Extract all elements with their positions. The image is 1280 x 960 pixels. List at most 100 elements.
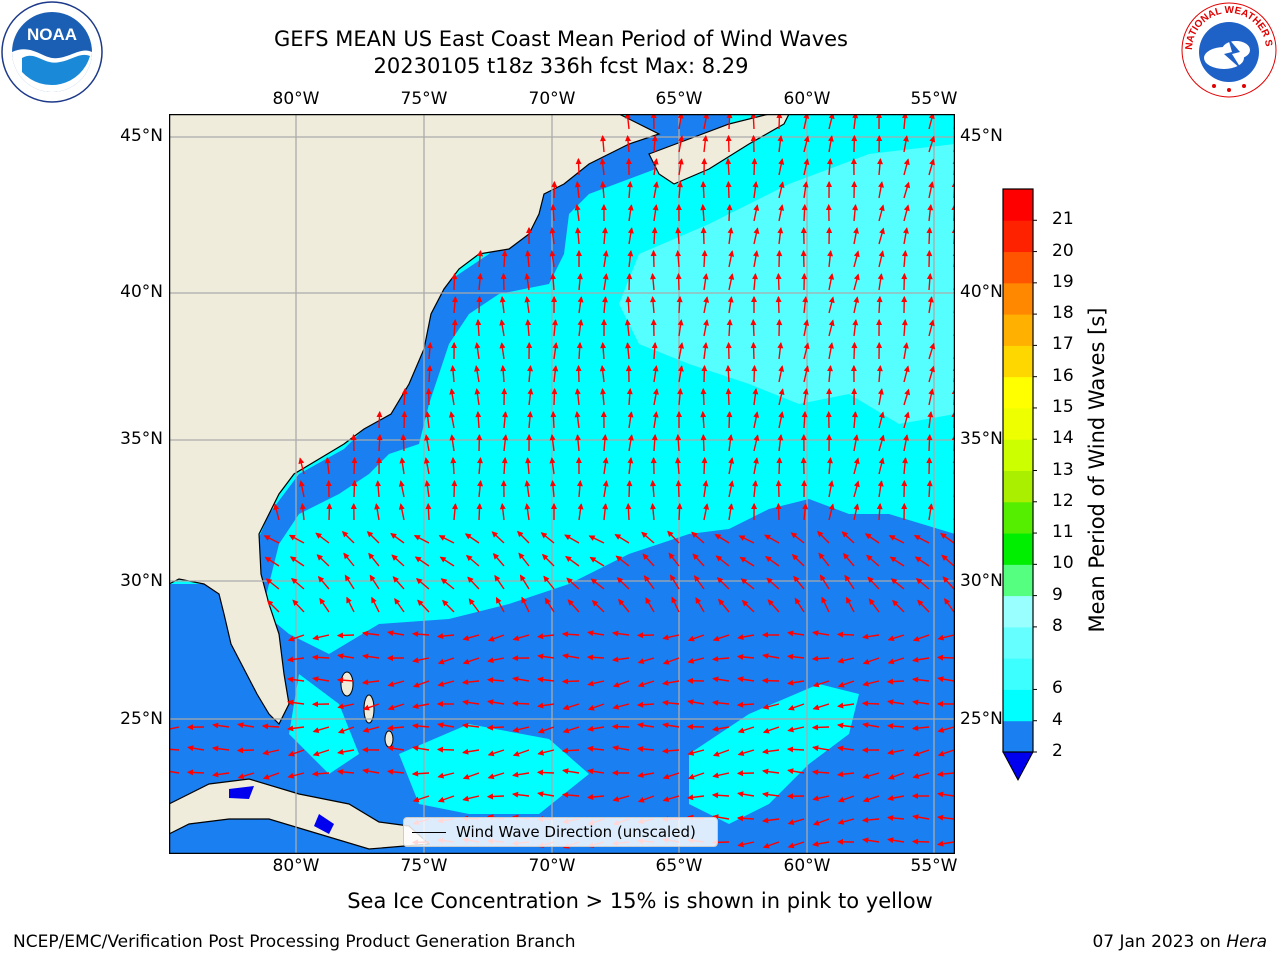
wave-direction-arrowhead	[625, 134, 632, 142]
footer-credit: NCEP/EMC/Verification Post Processing Pr…	[13, 932, 576, 952]
wave-direction-arrowhead	[691, 531, 698, 538]
wave-direction-arrowhead	[437, 681, 445, 687]
wave-direction-arrowhead	[726, 203, 733, 211]
wave-direction-arrowhead	[371, 596, 377, 604]
wave-direction-arrowhead	[662, 658, 670, 665]
wave-direction-arrowhead	[901, 479, 908, 487]
wave-direction-arrowhead	[475, 318, 482, 326]
wave-direction-arrowhead	[902, 342, 909, 349]
wave-direction-arrowhead	[819, 574, 826, 582]
wave-direction-arrowhead	[298, 480, 305, 487]
wave-direction-arrowhead	[678, 135, 684, 142]
wave-direction-arrowhead	[512, 635, 520, 641]
wave-direction-arrowhead	[738, 535, 746, 541]
wave-direction-arrowhead	[343, 552, 350, 560]
lon-label-bottom: 80°W	[272, 856, 320, 876]
lat-label-right: 45°N	[960, 126, 1003, 146]
wave-direction-arrowhead	[500, 364, 507, 372]
wave-direction-arrowhead	[903, 158, 910, 166]
wave-direction-arrowhead	[725, 364, 732, 372]
wave-direction-arrowhead	[675, 203, 682, 210]
wave-direction-arrowhead	[487, 750, 495, 757]
wave-direction-arrowhead	[550, 203, 557, 211]
wave-direction-arrowhead	[412, 657, 419, 664]
wave-direction-arrowhead	[812, 745, 819, 752]
wave-direction-arrowhead	[641, 531, 648, 539]
wave-direction-arrowhead	[474, 342, 481, 349]
wave-direction-arrowhead	[794, 597, 801, 605]
wave-direction-arrowhead	[761, 748, 769, 755]
wave-direction-arrowhead	[737, 841, 744, 848]
wave-direction-arrowhead	[439, 556, 447, 563]
wave-direction-arrowhead	[669, 574, 676, 582]
wave-direction-arrowhead	[462, 773, 470, 780]
wave-direction-arrowhead	[627, 456, 634, 464]
wave-direction-arrowhead	[668, 552, 675, 560]
wave-direction-arrowhead	[567, 599, 574, 606]
wave-direction-arrowhead	[837, 681, 845, 688]
wave-direction-arrowhead	[725, 180, 732, 188]
wave-direction-arrowhead	[650, 295, 656, 303]
wave-direction-arrowhead	[928, 319, 935, 327]
wave-direction-arrowhead	[812, 841, 819, 847]
wave-direction-arrowhead	[687, 750, 695, 756]
wave-direction-arrowhead	[776, 318, 783, 326]
wave-direction-arrowhead	[936, 654, 944, 661]
wave-direction-arrowhead	[837, 657, 845, 664]
wave-direction-arrowhead	[825, 410, 832, 418]
wave-direction-arrowhead	[236, 747, 244, 754]
wave-direction-arrowhead	[601, 433, 608, 441]
wave-direction-arrowhead	[803, 342, 810, 350]
wave-direction-arrowhead	[400, 433, 407, 441]
colorbar-segment	[1003, 501, 1033, 534]
colorbar-segment	[1003, 533, 1033, 565]
wave-direction-arrowhead	[937, 840, 944, 847]
wave-direction-arrowhead	[462, 635, 470, 641]
wave-direction-arrowhead	[436, 633, 444, 640]
land-nova-scotia	[648, 114, 790, 185]
wave-direction-arrowhead	[827, 364, 833, 372]
wave-direction-arrowhead	[401, 410, 408, 418]
wave-direction-arrowhead	[591, 599, 599, 607]
wave-direction-arrowhead	[787, 704, 795, 711]
wave-direction-arrowhead	[476, 433, 483, 441]
wave-direction-arrowhead	[901, 318, 908, 326]
wave-direction-arrowhead	[761, 817, 769, 824]
wave-direction-arrowhead	[851, 134, 858, 142]
footer-host: Hera	[1226, 932, 1267, 952]
wave-direction-arrowhead	[612, 796, 620, 802]
wave-direction-arrowhead	[786, 746, 794, 753]
wave-direction-arrowhead	[587, 630, 594, 637]
lon-label-top: 60°W	[783, 89, 831, 109]
wave-direction-arrowhead	[904, 181, 911, 189]
wave-direction-arrowhead	[450, 456, 457, 464]
wave-direction-arrowhead	[537, 791, 544, 798]
wave-direction-arrowhead	[501, 456, 508, 464]
wave-direction-arrowhead	[362, 726, 370, 733]
wave-period-map	[169, 114, 955, 854]
wave-direction-arrowhead	[413, 535, 421, 541]
wave-direction-arrowhead	[527, 410, 533, 418]
wave-direction-arrowhead	[695, 597, 702, 604]
wave-direction-arrowhead	[541, 553, 549, 561]
lat-label-left: 35°N	[120, 429, 163, 449]
wave-direction-arrowhead	[502, 433, 509, 441]
wave-direction-arrowhead	[461, 722, 469, 729]
colorbar-segment	[1003, 251, 1033, 284]
wave-direction-arrowhead	[790, 532, 798, 539]
wave-direction-arrowhead	[398, 503, 405, 510]
wave-direction-arrowhead	[902, 456, 908, 464]
wave-direction-arrowhead	[286, 656, 294, 663]
wave-direction-arrowhead	[812, 681, 820, 688]
lat-label-left: 25°N	[120, 709, 163, 729]
wave-direction-arrowhead	[727, 433, 734, 441]
footer-date: 07 Jan 2023 on Hera	[1092, 932, 1267, 952]
wave-direction-arrowhead	[778, 181, 785, 188]
wave-direction-arrowhead	[612, 745, 619, 751]
ocean-period-lt-2	[229, 786, 254, 799]
wave-direction-arrowhead	[887, 749, 894, 756]
wave-direction-arrowhead	[336, 677, 344, 684]
wave-direction-arrowhead	[387, 630, 394, 637]
wave-direction-arrowhead	[686, 723, 693, 730]
colorbar-tick-label: 15	[1052, 396, 1074, 417]
